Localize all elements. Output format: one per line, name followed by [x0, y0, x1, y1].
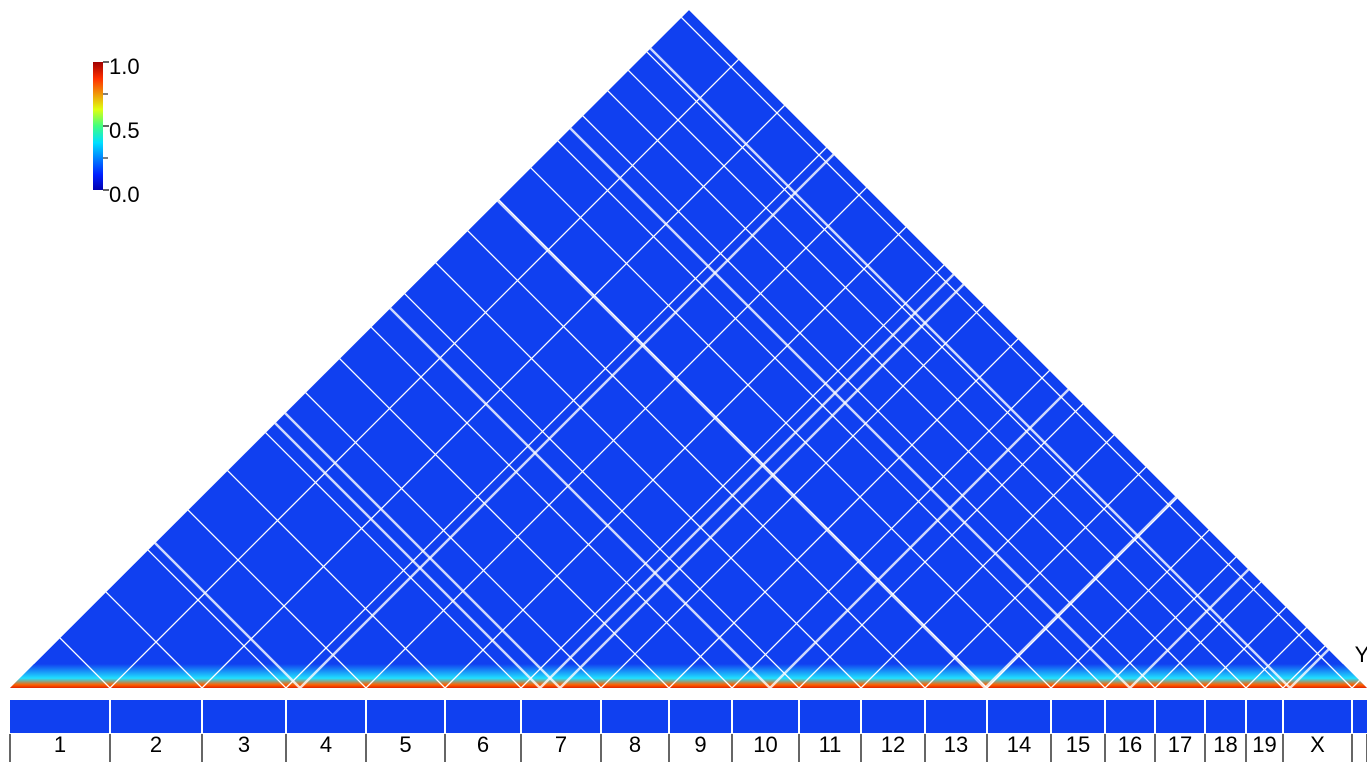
- gap-line: [10, 10, 301, 688]
- chrom-label: 14: [1007, 732, 1031, 757]
- chrom-label: 4: [320, 732, 332, 757]
- boundary-line: [582, 10, 1284, 688]
- chrom-label: 18: [1213, 732, 1237, 757]
- chrom-label: X: [1310, 732, 1325, 757]
- boundary-line: [651, 10, 1353, 688]
- boundary-line: [1351, 10, 1367, 688]
- chrom-label: 7: [555, 732, 567, 757]
- chrom-label: 5: [399, 732, 411, 757]
- heatmap-fill: [10, 10, 1367, 688]
- chrom-label: 12: [881, 732, 905, 757]
- chrom-label: 11: [819, 732, 842, 757]
- gap-line: [1289, 10, 1367, 688]
- boundary-line: [1104, 10, 1367, 688]
- chrom-label: 9: [694, 732, 706, 757]
- boundary-line: [545, 10, 1247, 688]
- chrom-label: 15: [1066, 732, 1090, 757]
- chrom-label: 19: [1252, 732, 1276, 757]
- boundary-line: [504, 10, 1206, 688]
- chrom-label: 17: [1168, 732, 1192, 757]
- boundary-line: [1050, 10, 1367, 688]
- chrom-label: 16: [1118, 732, 1142, 757]
- chrom-label: 2: [150, 732, 162, 757]
- boundary-line: [1282, 10, 1367, 688]
- chrom-label: 10: [753, 732, 777, 757]
- boundary-line: [10, 10, 287, 688]
- boundary-line: [109, 10, 811, 688]
- boundary-line: [1245, 10, 1367, 688]
- chrom-label: 6: [477, 732, 489, 757]
- chrom-label: Y: [1355, 642, 1367, 667]
- colorbar-tick-label: 0.5: [109, 118, 140, 143]
- colorbar-tick-label: 1.0: [109, 54, 140, 79]
- chrom-label: 8: [629, 732, 641, 757]
- heatmap: [10, 10, 1367, 688]
- colorbar: [93, 62, 103, 190]
- gap-line: [1129, 10, 1367, 688]
- colorbar-tick-label: 0.0: [109, 182, 140, 207]
- gap-line: [589, 10, 1291, 688]
- chrom-label: 1: [54, 732, 66, 757]
- chrom-label: 3: [238, 732, 250, 757]
- coverage-strip: [10, 700, 1367, 733]
- chrom-label: 13: [944, 732, 968, 757]
